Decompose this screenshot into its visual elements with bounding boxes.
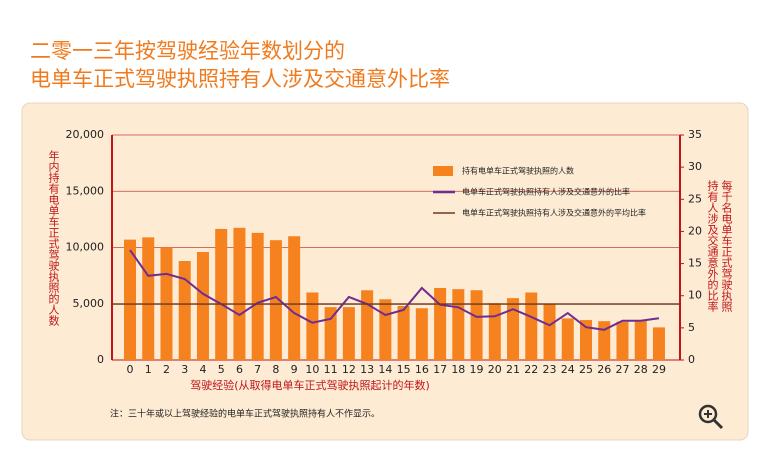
x-tick-label: 5 — [218, 363, 225, 376]
x-tick-label: 0 — [127, 363, 134, 376]
bar — [233, 227, 246, 360]
x-tick-label: 7 — [254, 363, 261, 376]
y-tick-label: 0 — [97, 353, 104, 366]
bar — [178, 261, 191, 360]
bar — [124, 239, 136, 360]
x-tick-label: 14 — [378, 363, 392, 376]
legend-swatch — [433, 166, 453, 176]
y2-tick-label: 20 — [688, 224, 702, 237]
x-tick-label: 9 — [291, 363, 298, 376]
bar — [215, 228, 228, 360]
legend-label: 持有电单车正式驾驶执照的人数 — [462, 166, 574, 176]
y2-tick-label: 25 — [688, 192, 702, 205]
bar — [452, 289, 465, 360]
chart-title: 电单车正式驾驶执照持有人涉及交通意外比率 — [30, 67, 450, 91]
bar — [397, 306, 410, 360]
x-tick-label: 19 — [470, 363, 484, 376]
bar — [507, 298, 520, 360]
bar — [288, 236, 301, 360]
x-tick-label: 29 — [652, 363, 666, 376]
x-tick-label: 12 — [342, 363, 356, 376]
legend-label: 电单车正式驾驶执照持有人涉及交通意外的比率 — [462, 187, 630, 197]
bar — [634, 320, 647, 360]
bar — [196, 252, 209, 360]
x-tick-label: 25 — [579, 363, 593, 376]
legend-label: 电单车正式驾驶执照持有人涉及交通意外的平均比率 — [462, 208, 646, 218]
x-tick-label: 3 — [181, 363, 188, 376]
y2-tick-label: 0 — [688, 353, 695, 366]
x-tick-label: 13 — [360, 363, 374, 376]
x-tick-label: 4 — [199, 363, 206, 376]
bar — [251, 232, 264, 360]
bar — [543, 303, 556, 360]
x-tick-label: 11 — [324, 363, 338, 376]
x-tick-label: 27 — [615, 363, 629, 376]
bar — [488, 303, 501, 360]
x-axis-label: 驾驶经验(从取得电单车正式驾驶执照起计的年数) — [190, 378, 430, 392]
x-tick-label: 10 — [305, 363, 319, 376]
x-tick-label: 15 — [397, 363, 411, 376]
x-tick-label: 18 — [451, 363, 465, 376]
bar — [269, 240, 282, 360]
bar — [434, 288, 447, 360]
x-tick-label: 1 — [145, 363, 152, 376]
legend — [425, 160, 665, 224]
y-tick-label: 20,000 — [66, 128, 105, 141]
bar — [580, 320, 592, 360]
y-axis-label: 年内持有电单车正式驾驶执照的人数 — [47, 150, 60, 326]
x-tick-label: 16 — [415, 363, 429, 376]
line — [129, 249, 660, 331]
bar — [561, 318, 574, 360]
y-tick-label: 15,000 — [66, 184, 105, 197]
bar — [652, 327, 665, 360]
x-tick-label: 28 — [634, 363, 648, 376]
x-tick-label: 21 — [506, 363, 520, 376]
y2-tick-label: 30 — [688, 160, 702, 173]
y-tick-label: 5,000 — [73, 297, 105, 310]
x-tick-label: 23 — [543, 363, 557, 376]
y2-tick-label: 15 — [688, 257, 702, 270]
bar — [525, 292, 538, 360]
x-tick-label: 17 — [433, 363, 447, 376]
y2-tick-label: 10 — [688, 289, 702, 302]
y2-tick-label: 5 — [688, 321, 695, 334]
note: 注：三十年或以上驾驶经验的电单车正式驾驶执照持有人不作显示。 — [110, 408, 380, 420]
y2-tick-label: 35 — [688, 128, 702, 141]
bar — [470, 290, 483, 360]
bar — [379, 299, 392, 360]
y2-axis-label-line: 持有人涉及交通意外的比率 — [706, 180, 719, 312]
y-tick-label: 10,000 — [66, 241, 105, 254]
bar — [306, 292, 319, 360]
x-tick-label: 8 — [272, 363, 279, 376]
x-tick-label: 6 — [236, 363, 243, 376]
y2-axis-label: 每千名电单车正式驾驶执照 持有人涉及交通意外的比率 — [705, 180, 733, 312]
y2-axis-label-line: 每千名电单车正式驾驶执照 — [720, 180, 733, 312]
bar — [598, 321, 611, 360]
bar — [616, 321, 629, 360]
bar — [361, 290, 374, 360]
x-tick-label: 2 — [163, 363, 170, 376]
bar — [342, 307, 355, 360]
zoom-icon[interactable] — [698, 404, 724, 430]
bar — [415, 308, 428, 360]
x-tick-label: 22 — [524, 363, 538, 376]
x-tick-label: 26 — [597, 363, 611, 376]
x-tick-label: 20 — [488, 363, 502, 376]
bar — [142, 237, 155, 360]
x-tick-label: 24 — [561, 363, 575, 376]
chart-title: 二零一三年按驾驶经验年数划分的 — [30, 39, 345, 63]
